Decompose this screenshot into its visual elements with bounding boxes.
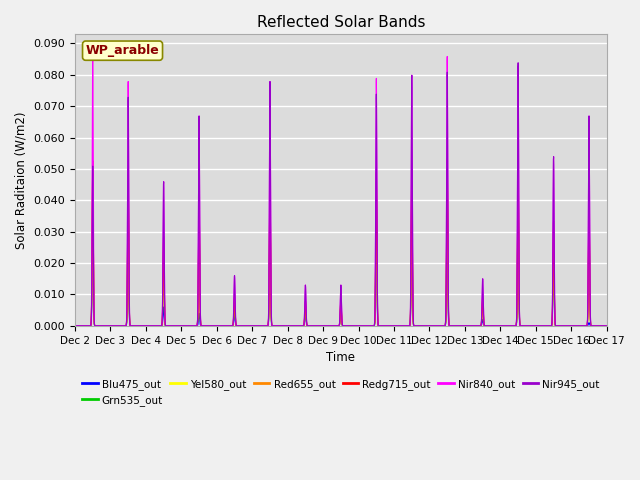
X-axis label: Time: Time [326,351,355,364]
Text: WP_arable: WP_arable [86,44,159,57]
Legend: Blu475_out, Grn535_out, Yel580_out, Red655_out, Redg715_out, Nir840_out, Nir945_: Blu475_out, Grn535_out, Yel580_out, Red6… [78,375,604,410]
Y-axis label: Solar Raditaion (W/m2): Solar Raditaion (W/m2) [15,111,28,249]
Title: Reflected Solar Bands: Reflected Solar Bands [257,15,425,30]
